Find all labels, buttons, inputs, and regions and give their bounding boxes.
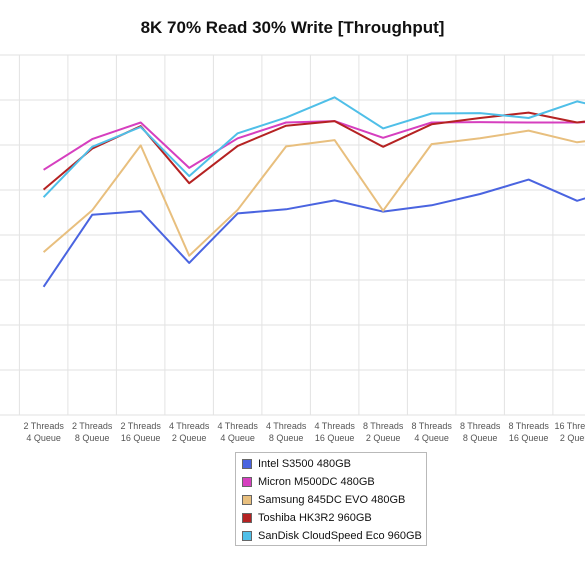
legend-item: Toshiba HK3R2 960GB	[242, 509, 426, 527]
x-tick-label: 2 Threads 8 Queue	[72, 421, 113, 443]
series-line-5	[42, 96, 585, 198]
legend-swatch	[242, 513, 252, 523]
legend-item: Intel S3500 480GB	[242, 455, 426, 473]
legend-label: Samsung 845DC EVO 480GB	[258, 494, 406, 506]
legend-item: Micron M500DC 480GB	[242, 473, 426, 491]
legend-label: SanDisk CloudSpeed Eco 960GB	[258, 530, 422, 542]
legend-swatch	[242, 459, 252, 469]
x-tick-label: 2 Threads 16 Queue	[120, 421, 161, 443]
legend-item: Samsung 845DC EVO 480GB	[242, 491, 426, 509]
series-line-1	[42, 178, 585, 288]
x-tick-label: 4 Threads 2 Queue	[169, 421, 210, 443]
line-chart: 2 Threads 4 Queue 2 Threads 8 Queue 2 Thread…	[0, 54, 585, 443]
x-tick-label: 4 Threads 16 Queue	[314, 421, 355, 443]
series-line-4	[42, 111, 585, 191]
x-tick-label: 4 Threads 8 Queue	[266, 421, 307, 443]
x-tick-label: 2 Threads 4 Queue	[23, 421, 64, 443]
legend-swatch	[242, 531, 252, 541]
legend-label: Micron M500DC 480GB	[258, 476, 375, 488]
legend-swatch	[242, 495, 252, 505]
x-tick-label: 8 Threads 8 Queue	[460, 421, 501, 443]
series-line-3	[42, 129, 585, 257]
x-tick-label: 8 Threads 4 Queue	[411, 421, 452, 443]
chart-legend: Intel S3500 480GB Micron M500DC 480GB Sams…	[235, 452, 427, 546]
legend-swatch	[242, 477, 252, 487]
legend-item: SanDisk CloudSpeed Eco 960GB	[242, 527, 426, 545]
x-tick-label: 8 Threads 2 Queue	[363, 421, 404, 443]
legend-label: Intel S3500 480GB	[258, 458, 351, 470]
legend-label: Toshiba HK3R2 960GB	[258, 512, 372, 524]
chart-title: 8K 70% Read 30% Write [Throughput]	[140, 18, 445, 37]
x-tick-label: 8 Threads 16 Queue	[508, 421, 549, 443]
x-tick-label: 4 Threads 4 Queue	[217, 421, 258, 443]
